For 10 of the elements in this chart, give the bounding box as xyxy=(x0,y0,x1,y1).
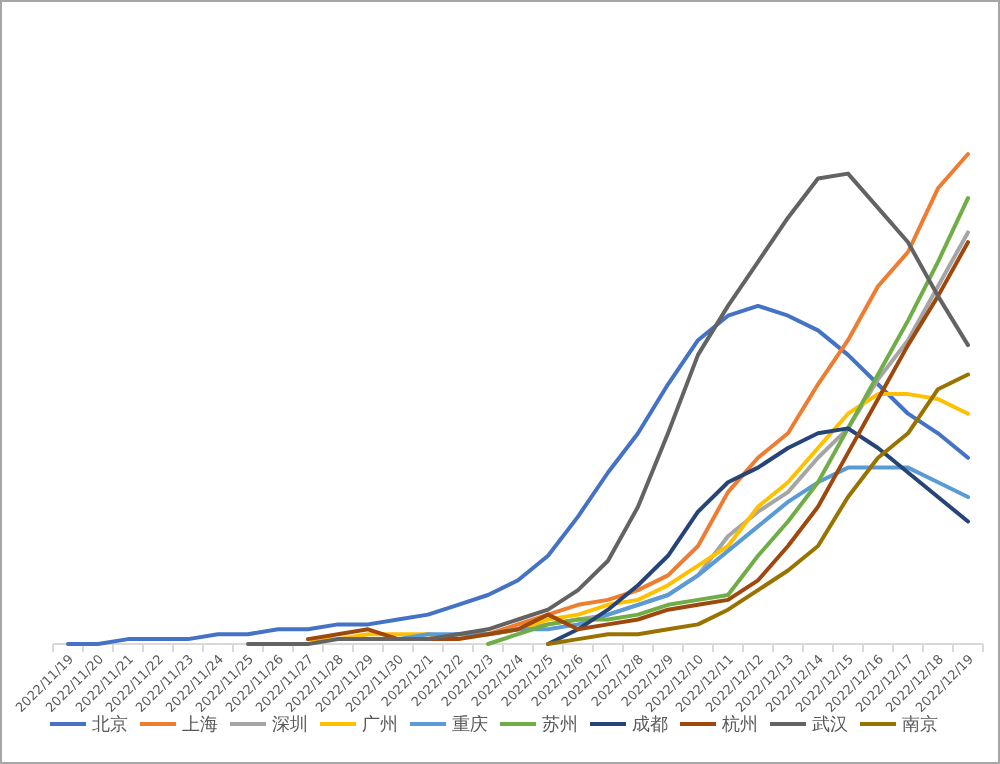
legend-label: 武汉 xyxy=(812,714,848,736)
legend-label: 上海 xyxy=(182,714,218,736)
legend-label: 广州 xyxy=(362,714,398,736)
legend-label: 深圳 xyxy=(272,714,308,736)
legend-label: 南京 xyxy=(902,714,938,736)
legend-label: 苏州 xyxy=(542,714,578,736)
legend-label: 重庆 xyxy=(452,714,488,736)
legend-label: 北京 xyxy=(92,714,128,736)
legend-label: 杭州 xyxy=(720,714,758,736)
legend-label: 成都 xyxy=(632,714,668,736)
